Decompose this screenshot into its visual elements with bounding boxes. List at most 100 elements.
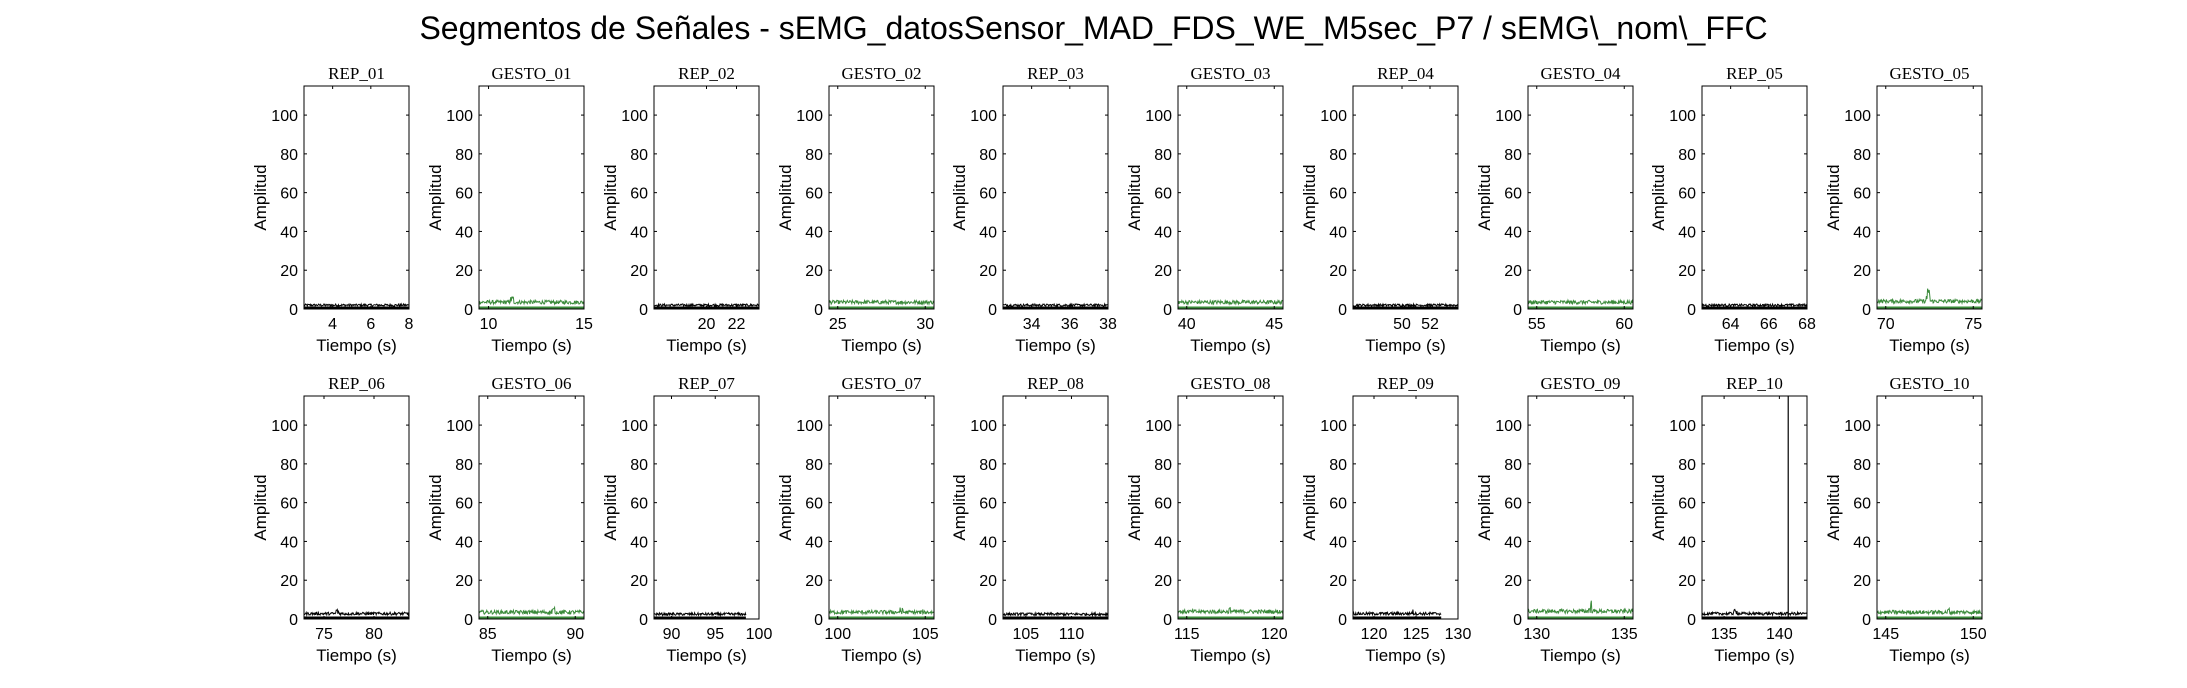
signal-trace	[1352, 302, 1459, 308]
y-axis-label: Amplitud	[1125, 164, 1144, 230]
subplot-title: GESTO_09	[1541, 374, 1621, 393]
y-tick-label: 40	[1154, 224, 1172, 241]
y-axis-label: Amplitud	[426, 164, 445, 230]
axes-box	[1002, 395, 1109, 620]
x-tick-label: 110	[1059, 626, 1085, 643]
y-axis-label: Amplitud	[1300, 164, 1319, 230]
y-tick-label: 100	[1669, 418, 1696, 435]
y-tick-label: 20	[979, 263, 997, 280]
subplot-title: GESTO_04	[1541, 64, 1621, 83]
x-axis-label: Tiempo (s)	[841, 336, 922, 355]
signal-trace	[653, 302, 760, 308]
x-tick-label: 8	[405, 316, 414, 333]
subplot-9: 0 20 40 60 80 100 64 66 68 REP_05 Tiempo (s) Amplit…	[1649, 64, 1816, 355]
y-tick-label: 20	[1504, 573, 1522, 590]
axes-box	[1527, 395, 1634, 620]
y-tick-label: 80	[979, 147, 997, 164]
y-tick-label: 0	[289, 302, 298, 319]
x-axis-label: Tiempo (s)	[316, 336, 397, 355]
figure-title: Segmentos de Señales - sEMG_datosSensor_…	[419, 10, 1768, 46]
y-tick-label: 20	[1329, 573, 1347, 590]
x-axis-label: Tiempo (s)	[1540, 336, 1621, 355]
y-tick-label: 60	[1504, 496, 1522, 513]
y-tick-label: 80	[1504, 457, 1522, 474]
x-axis-label: Tiempo (s)	[1889, 336, 1970, 355]
subplot-title: REP_05	[1726, 64, 1783, 83]
y-tick-label: 60	[1678, 186, 1696, 203]
y-tick-label: 60	[455, 496, 473, 513]
x-tick-label: 34	[1023, 316, 1041, 333]
y-tick-label: 40	[1504, 534, 1522, 551]
x-tick-label: 90	[566, 626, 584, 643]
y-tick-label: 100	[1145, 108, 1172, 125]
y-tick-label: 0	[464, 612, 473, 629]
y-tick-label: 0	[289, 612, 298, 629]
x-tick-label: 100	[746, 626, 773, 643]
y-tick-label: 0	[988, 302, 997, 319]
y-axis-label: Amplitud	[1125, 474, 1144, 540]
x-tick-label: 130	[1523, 626, 1550, 643]
subplot-17: 0 20 40 60 80 100 120 125 130 REP_09 Tiempo (s) Amp…	[1300, 374, 1471, 665]
x-tick-label: 4	[328, 316, 337, 333]
plot-area	[1877, 86, 1982, 309]
y-tick-label: 80	[280, 457, 298, 474]
y-tick-label: 20	[630, 263, 648, 280]
x-axis-label: Tiempo (s)	[1540, 646, 1621, 665]
signal-trace	[303, 302, 409, 308]
y-tick-label: 40	[630, 534, 648, 551]
x-tick-label: 10	[480, 316, 498, 333]
axes-box	[1701, 395, 1808, 620]
signal-trace	[1002, 302, 1109, 308]
y-axis-label: Amplitud	[776, 164, 795, 230]
x-axis-label: Tiempo (s)	[491, 336, 572, 355]
plot-area	[1702, 396, 1807, 619]
signal-trace	[1003, 611, 1109, 618]
axes-box	[1527, 85, 1634, 310]
x-tick-label: 45	[1265, 316, 1283, 333]
y-tick-label: 20	[1504, 263, 1522, 280]
x-tick-label: 75	[315, 626, 333, 643]
signal-trace	[653, 611, 747, 618]
plot-area	[654, 86, 759, 309]
subplot-8: 0 20 40 60 80 100 55 60 GESTO_04 Tiempo (s) Amplit…	[1475, 64, 1634, 355]
x-tick-label: 52	[1421, 316, 1439, 333]
plot-area	[829, 86, 934, 309]
y-tick-label: 60	[1154, 186, 1172, 203]
axes-box	[653, 395, 760, 620]
x-axis-label: Tiempo (s)	[1015, 336, 1096, 355]
signal-trace	[1177, 606, 1284, 616]
x-tick-label: 115	[1174, 626, 1200, 643]
y-axis-label: Amplitud	[1824, 164, 1843, 230]
signal-trace	[828, 607, 935, 616]
y-tick-label: 40	[1678, 224, 1696, 241]
x-axis-label: Tiempo (s)	[1889, 646, 1970, 665]
x-axis-label: Tiempo (s)	[316, 646, 397, 665]
y-axis-label: Amplitud	[251, 164, 270, 230]
y-tick-label: 100	[1145, 418, 1172, 435]
y-axis-label: Amplitud	[950, 474, 969, 540]
plot-area	[479, 396, 584, 619]
subplot-title: REP_02	[678, 64, 735, 83]
subplot-title: GESTO_05	[1890, 64, 1970, 83]
x-tick-label: 75	[1964, 316, 1982, 333]
y-tick-label: 80	[455, 457, 473, 474]
y-tick-label: 80	[1504, 147, 1522, 164]
signal-trace	[1701, 608, 1808, 617]
y-axis-label: Amplitud	[601, 474, 620, 540]
x-tick-label: 25	[829, 316, 847, 333]
signal-trace	[478, 605, 585, 616]
axes-box	[1352, 85, 1459, 310]
y-tick-label: 40	[1154, 534, 1172, 551]
plot-area	[1003, 86, 1108, 309]
y-tick-label: 60	[280, 186, 298, 203]
y-tick-label: 80	[1678, 457, 1696, 474]
y-tick-label: 20	[1329, 263, 1347, 280]
x-tick-label: 64	[1722, 316, 1740, 333]
y-tick-label: 20	[1154, 263, 1172, 280]
y-tick-label: 100	[621, 418, 648, 435]
axes-box	[1352, 395, 1459, 620]
signal-trace	[1527, 298, 1634, 306]
x-axis-label: Tiempo (s)	[1365, 336, 1446, 355]
plot-area	[304, 396, 409, 619]
